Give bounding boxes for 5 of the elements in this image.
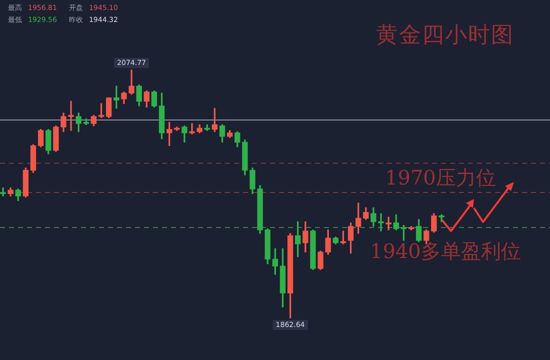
ref-line-label: 1970压力位: [385, 166, 496, 190]
chart-title: 黄金四小时图: [376, 22, 514, 50]
candlestick: [386, 216, 392, 230]
ref-line-label: 1940多单盈利位: [370, 238, 521, 263]
candlestick: [0, 187, 6, 196]
